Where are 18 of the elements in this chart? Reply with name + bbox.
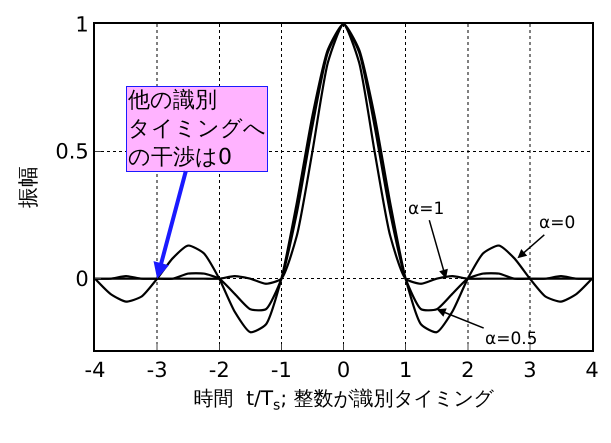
y-tick-label: 1 <box>75 12 89 36</box>
x-tick-label: 2 <box>461 358 474 382</box>
x-tick-label: 3 <box>523 358 537 382</box>
x-tick-label: 4 <box>585 358 599 382</box>
x-tick-label: 0 <box>336 358 350 382</box>
x-axis-title: 時間 t/T$_{s}$; 整数が識別タイミング <box>194 386 494 414</box>
annotation: α=0 <box>539 213 576 233</box>
y-tick-label: 0.5 <box>55 140 89 164</box>
x-tick-label: -4 <box>84 358 106 382</box>
y-axis-title: 振幅 <box>16 166 40 208</box>
annotation: α=1 <box>408 199 444 219</box>
x-tick-label: -1 <box>270 358 292 382</box>
x-tick-label: -2 <box>208 358 230 382</box>
annotation: α=0.5 <box>485 329 538 349</box>
x-tick-label: 1 <box>398 358 412 382</box>
x-tick-label: -3 <box>146 358 168 382</box>
y-tick-label: 0 <box>75 267 89 292</box>
annotation: 他の識別タイミングへの干渉は0 <box>128 88 266 170</box>
